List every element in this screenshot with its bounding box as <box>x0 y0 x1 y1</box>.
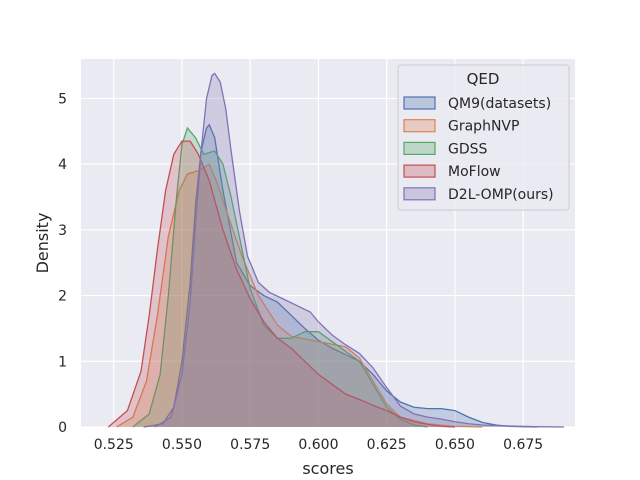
x-tick-label: 0.675 <box>503 437 543 453</box>
gridlines <box>81 59 575 428</box>
legend-title: QED <box>467 70 500 88</box>
line-moflow <box>107 140 455 428</box>
x-tick-label: 0.650 <box>435 437 475 453</box>
legend-swatch-gdss <box>403 141 436 155</box>
legend-label-gdss: GDSS <box>448 141 488 157</box>
legend-swatch-qm9-datasets <box>403 96 436 110</box>
x-tick-label: 0.625 <box>367 437 407 453</box>
legend-label-d2l-omp-ours: D2L-OMP(ours) <box>448 187 554 203</box>
x-tick-label: 0.550 <box>162 437 202 453</box>
legend-label-qm9-datasets: QM9(datasets) <box>448 96 551 112</box>
x-axis-label: scores <box>302 459 353 478</box>
y-tick-label: 5 <box>58 91 67 107</box>
x-tick-label: 0.600 <box>298 437 338 453</box>
area-gdss <box>132 128 428 427</box>
line-gdss <box>132 126 428 428</box>
legend-label-graphnvp: GraphNVP <box>448 119 519 135</box>
line-qm9-datasets <box>143 123 537 428</box>
legend-items: QM9(datasets) GraphNVP GDSS MoFlow D2L-OMP(o… <box>403 96 554 203</box>
legend-swatch-graphnvp <box>403 119 436 133</box>
y-tick-label: 3 <box>58 223 67 239</box>
legend-swatch-d2l-omp-ours <box>403 187 436 201</box>
legend: QED QM9(datasets) GraphNVP GDSS MoFlow D2L-O… <box>397 64 570 211</box>
y-tick-label: 4 <box>58 157 67 173</box>
area-d2l-omp-ours <box>154 73 565 428</box>
line-graphnvp <box>116 163 483 428</box>
density-areas <box>107 72 565 428</box>
area-graphnvp <box>116 164 483 427</box>
x-tick-label: 0.525 <box>94 437 134 453</box>
line-d2l-omp-ours <box>154 72 565 428</box>
legend-label-moflow: MoFlow <box>448 164 501 180</box>
x-tick-label: 0.575 <box>230 437 270 453</box>
legend-box <box>397 64 570 211</box>
y-tick-label: 1 <box>58 354 67 370</box>
legend-swatch-moflow <box>403 164 436 178</box>
y-tick-labels: 0 1 2 3 4 5 <box>58 91 67 436</box>
y-axis-label: Density <box>33 213 52 274</box>
y-tick-label: 2 <box>58 289 67 305</box>
y-tick-label: 0 <box>58 420 67 436</box>
x-tick-labels: 0.525 0.550 0.575 0.600 0.625 0.650 0.675 <box>94 437 543 453</box>
area-moflow <box>108 141 455 427</box>
area-qm9-datasets <box>143 124 537 428</box>
